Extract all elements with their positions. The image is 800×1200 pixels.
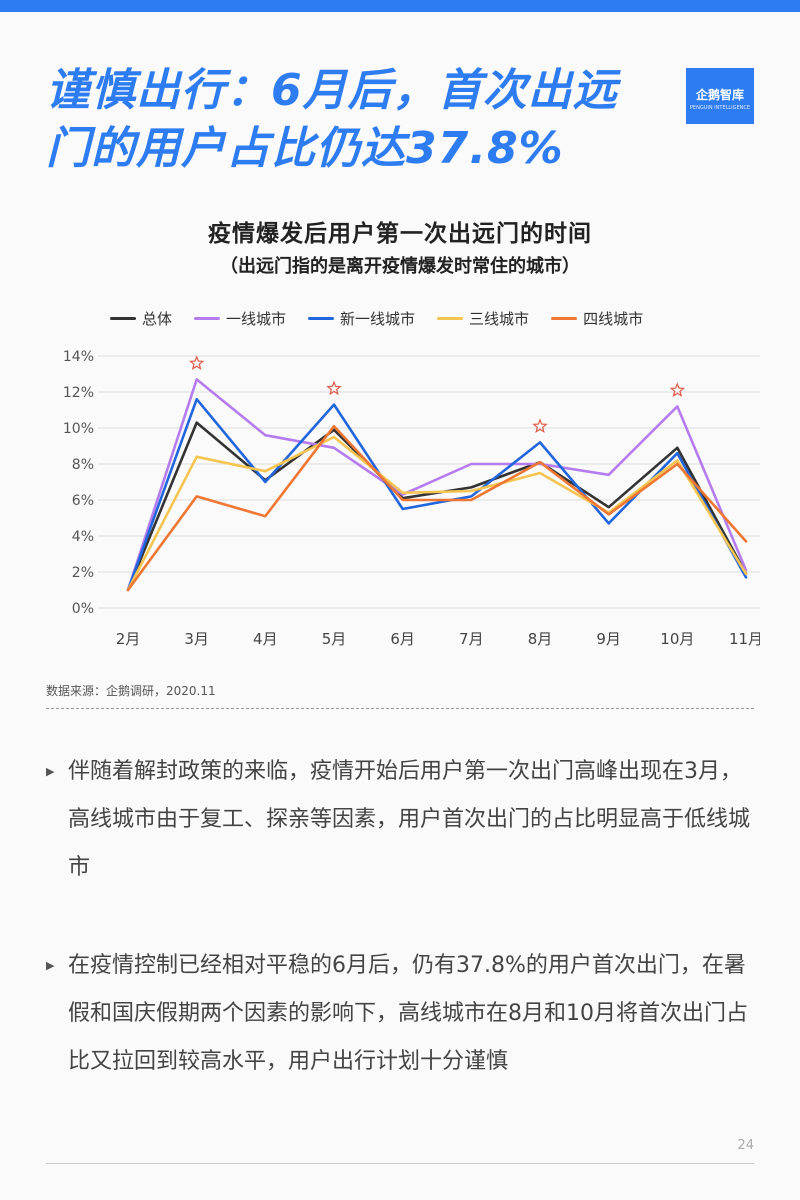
star-marker-icon [532,418,548,434]
legend-label: 总体 [142,309,173,328]
legend-label: 三线城市 [469,309,530,328]
bullet-point-1: ▶ 伴随着解封政策的来临，疫情开始后用户第一次出门高峰出现在3月，高线城市由于复… [46,748,762,892]
x-tick-label: 8月 [528,630,553,648]
y-tick-label: 8% [72,457,94,473]
legend-item-tier4: 四线城市 [551,306,643,330]
x-tick-label: 2月 [116,630,141,648]
star-marker-icon [669,382,686,398]
series-line-3 [126,435,748,592]
legend-swatch [110,316,136,320]
chart-title: 疫情爆发后用户第一次出远门的时间 [208,221,592,247]
top-accent-bar [0,0,800,12]
page-headline: 谨慎出行：6月后，首次出远门的用户占比仍达37.8% [46,65,618,174]
legend-item-overall: 总体 [110,306,172,330]
y-tick-label: 14% [63,349,94,365]
logo-subtext: PENGUIN INTELLIGENCE [689,105,751,111]
bullet-triangle-icon: ▶ [46,765,55,778]
x-tick-label: 10月 [660,630,694,648]
series-line-1 [126,378,748,592]
bullet-text: 在疫情控制已经相对平稳的6月后，仍有37.8%的用户首次出门，在暑假和国庆假期两… [68,953,748,1074]
y-tick-label: 10% [63,421,94,437]
bullet-triangle-icon: ▶ [46,959,55,972]
legend-item-tier3: 三线城市 [437,306,529,330]
star-marker-icon [188,355,205,371]
star-marker-icon [326,380,342,396]
y-tick-label: 6% [72,493,94,509]
legend-item-new-tier1: 新一线城市 [308,306,415,330]
legend-label: 新一线城市 [340,309,416,328]
x-tick-label: 3月 [184,630,209,648]
x-tick-label: 11月 [729,630,760,648]
chart-legend: 总体 一线城市 新一线城市 三线城市 四线城市 [110,306,643,330]
brand-logo: 企鹅智库 PENGUIN INTELLIGENCE [686,68,754,124]
chart-subtitle: （出远门指的是离开疫情爆发时常住的城市） [220,256,580,277]
legend-label: 一线城市 [226,309,287,328]
line-chart: 0% 2% 4% 6% 8% 10% 12% 14% 2月 3月 4月 5月 6月 7月 8月 9月 10月 11… [63,349,760,648]
bullet-point-2: ▶ 在疫情控制已经相对平稳的6月后，仍有37.8%的用户首次出门，在暑假和国庆假… [46,942,762,1086]
x-tick-label: 4月 [253,630,278,648]
legend-item-tier1: 一线城市 [194,306,286,330]
y-tick-label: 2% [72,565,94,581]
data-source-note: 数据来源：企鹅调研，2020.11 [46,684,216,698]
logo-text: 企鹅智库 [695,88,744,102]
legend-label: 四线城市 [583,309,644,328]
y-tick-label: 4% [72,529,94,545]
dashed-divider [46,708,754,709]
x-tick-label: 7月 [459,630,484,648]
y-tick-label: 12% [63,385,94,401]
series-line-0 [126,421,748,592]
footer-divider [46,1163,754,1164]
bullet-text: 伴随着解封政策的来临，疫情开始后用户第一次出门高峰出现在3月，高线城市由于复工、… [68,759,751,880]
x-tick-label: 6月 [390,630,415,648]
page-number: 24 [737,1138,754,1153]
x-tick-label: 5月 [322,630,347,648]
legend-swatch [437,316,464,320]
series-line-4 [126,424,748,592]
legend-swatch [551,316,578,320]
x-tick-label: 9月 [596,630,621,648]
y-tick-label: 0% [72,601,94,617]
legend-swatch [194,316,221,320]
legend-swatch [308,316,335,320]
